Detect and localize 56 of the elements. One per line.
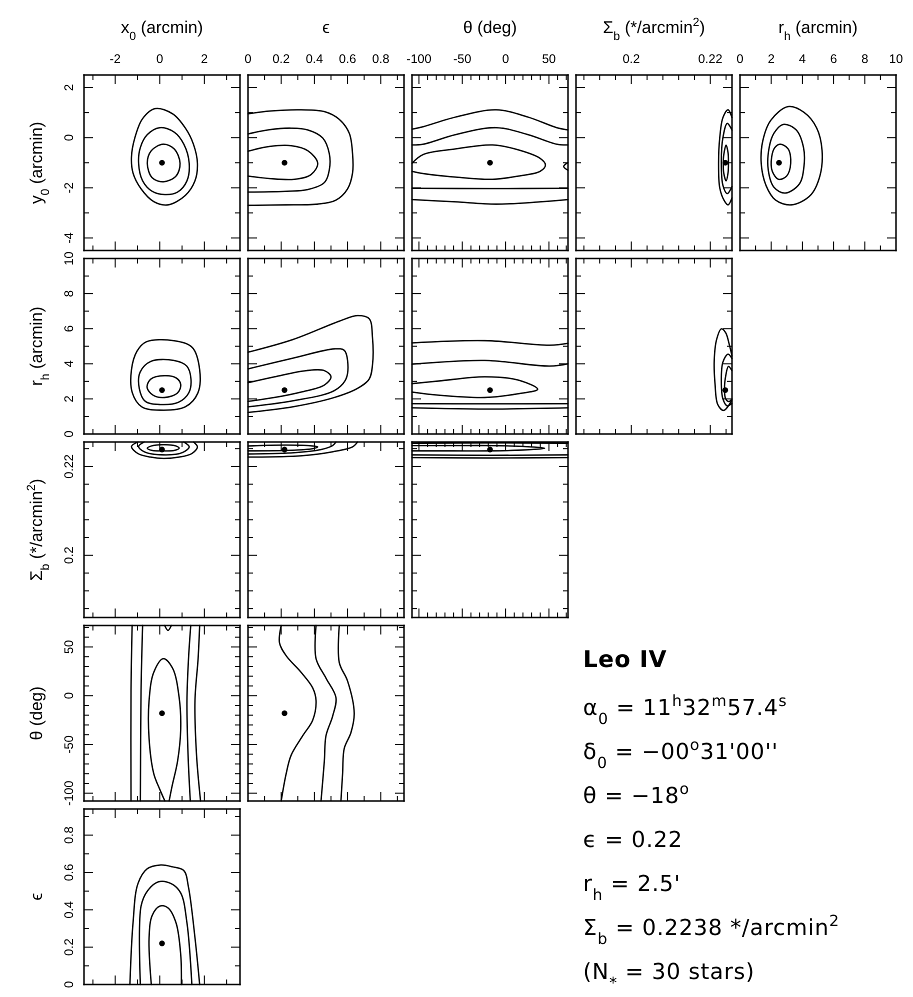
y-tick-label: -4 [62,232,76,244]
x-tick-label: 6 [830,52,838,66]
x-tick-label: 0.22 [698,52,722,66]
x-tick-label: -2 [110,52,121,66]
y-tick-label: 2 [62,84,76,92]
y-tick-label: 10 [62,252,76,266]
y-tick-label: -50 [62,735,76,754]
x-axis-title: x$_{0}$ (arcmin) [120,18,204,43]
y-tick-label: 50 [62,640,76,654]
x-tick-label: -100 [406,52,432,66]
y-tick-label: 6 [62,325,76,332]
x-tick-label: 4 [798,52,806,66]
x-tick-label: 50 [542,52,556,66]
y-tick-label: 0.22 [62,454,76,479]
x-tick-label: 2 [768,52,775,66]
y-tick-label: -100 [62,780,76,806]
x-axis-title: ϵ [322,18,330,37]
x-tick-label: 0 [502,52,510,66]
text: θ = −18$^{o}$ [583,780,690,809]
y-tick-label: 0.6 [62,864,76,882]
y-tick-label: 0.4 [62,901,76,919]
x-axis-title: θ (deg) [463,18,517,37]
x-tick-label: 0.8 [372,52,390,66]
x-tick-label: 0.4 [306,52,324,66]
text: (N$_{*}$ = 30 stars) [583,960,755,992]
y-tick-label: 0 [62,430,76,438]
x-tick-label: 0 [156,52,164,66]
x-tick-label: 0.2 [622,52,640,66]
text: ϵ = 0.22 [583,828,683,853]
y-tick-label: 0 [62,980,76,988]
x-tick-label: 0 [736,52,744,66]
y-tick-label: 0.2 [62,938,76,956]
x-tick-label: 2 [200,52,208,66]
text: Σ$_{b}$ = 0.2238 */arcmin$^{2}$ [583,912,840,948]
y-tick-label: 0.8 [62,826,76,844]
x-tick-label: 10 [889,52,903,66]
y-tick-label: 0.2 [62,546,76,564]
x-tick-label: 0 [244,52,252,66]
text: δ$_{0}$ = −00$^{o}$31'00'' [583,736,778,772]
x-axis-title: r$_{h}$ (arcmin) [778,18,858,43]
y-tick-label: 4 [62,360,76,368]
y-axis-title: ϵ [27,892,46,901]
text: r$_{h}$ = 2.5' [583,872,681,904]
y-axis-title: θ (deg) [27,686,46,740]
y-tick-label: 2 [62,395,76,402]
y-tick-label: 8 [62,290,76,298]
text: Leo IV [583,647,668,673]
y-tick-label: -2 [62,182,76,194]
x-tick-label: 0.2 [272,52,290,66]
x-tick-label: 8 [861,52,868,66]
text: α$_{0}$ = 11$^{h}$32$^{m}$57.4$^{s}$ [583,692,788,728]
x-tick-label: 0.6 [338,52,356,66]
x-tick-label: -50 [453,52,472,66]
y-tick-label: 0 [62,134,76,142]
y-tick-label: 0 [62,692,76,700]
x-axis-title: Σ$_{b}$ (*/arcmin$^{2}$) [602,15,706,43]
